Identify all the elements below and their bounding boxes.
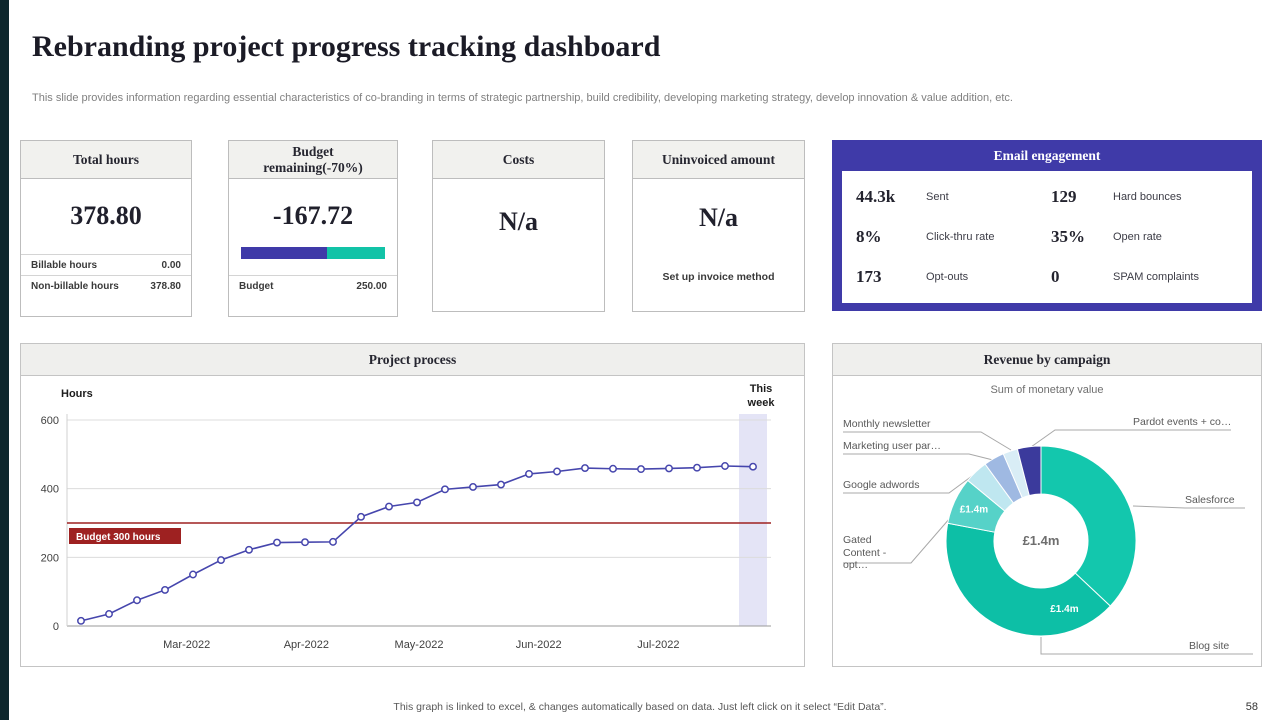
email-engagement-stats: 44.3k Sent 129 Hard bounces 8% Click-thr… [842, 171, 1252, 303]
page-subtitle: This slide provides information regardin… [32, 92, 1013, 104]
row-value: 0.00 [161, 260, 181, 271]
kpi-row-budget: Budget 250.00 [229, 275, 397, 296]
page-number: 58 [1245, 701, 1258, 713]
svg-text:400: 400 [41, 484, 59, 496]
kpi-budget-title: Budget remaining(-70%) [229, 141, 397, 179]
label-google-adwords: Google adwords [843, 479, 920, 491]
kpi-card-costs: Costs N/a [432, 140, 605, 312]
svg-text:200: 200 [41, 552, 59, 564]
kpi-budget-value: -167.72 [272, 201, 354, 230]
label-blog-site: Blog site [1189, 640, 1230, 652]
stat-spam-value: 0 [1051, 267, 1060, 286]
kpi-card-total-hours: Total hours 378.80 Billable hours 0.00 N… [20, 140, 192, 317]
donut-subtitle: Sum of monetary value [990, 384, 1104, 396]
stat-bounces-value: 129 [1051, 187, 1077, 206]
label-monthly-newsletter: Monthly newsletter [843, 418, 931, 430]
donut-callout-lines [843, 429, 1253, 655]
label-pardot-events: Pardot events + co… [1133, 416, 1232, 428]
email-engagement-panel: Email engagement 44.3k Sent 129 Hard bou… [832, 140, 1262, 311]
project-process-panel: Project process Hours This week 0 200 400 6… [20, 343, 805, 667]
svg-text:£1.4m: £1.4m [1050, 604, 1078, 615]
left-accent-strip [0, 0, 9, 720]
kpi-uninvoiced-value: N/a [699, 203, 738, 232]
project-process-title: Project process [21, 344, 804, 376]
budget-progress-bar [241, 247, 385, 259]
stat-openrate-value: 35% [1051, 227, 1085, 246]
y-axis-title: Hours [61, 388, 93, 400]
budget-bar-remaining [327, 247, 385, 259]
stat-bounces-label: Hard bounces [1113, 191, 1182, 203]
stat-clickthru-value: 8% [856, 227, 882, 246]
svg-text:May-2022: May-2022 [395, 639, 444, 651]
svg-text:£1.4m: £1.4m [1023, 533, 1060, 548]
stat-optouts-label: Opt-outs [926, 271, 969, 283]
stat-optouts-value: 173 [856, 267, 882, 286]
kpi-uninvoiced-title: Uninvoiced amount [633, 141, 804, 179]
setup-invoice-note[interactable]: Set up invoice method [662, 271, 775, 283]
label-marketing-user: Marketing user par… [843, 440, 942, 452]
svg-text:Budget 300 hours: Budget 300 hours [76, 532, 161, 543]
label-salesforce: Salesforce [1185, 494, 1235, 506]
this-week-annotation: This week [747, 383, 775, 410]
revenue-by-campaign-panel: Revenue by campaign Sum of monetary valu… [832, 343, 1262, 667]
row-label: Non-billable hours [31, 281, 119, 292]
row-value: 378.80 [150, 281, 181, 292]
svg-text:Mar-2022: Mar-2022 [163, 639, 210, 651]
stat-sent-label: Sent [926, 191, 949, 203]
kpi-card-budget-remaining: Budget remaining(-70%) -167.72 Budget 25… [228, 140, 398, 317]
svg-text:0: 0 [53, 621, 59, 633]
svg-text:£1.4m: £1.4m [960, 505, 988, 516]
stat-spam-label: SPAM complaints [1113, 271, 1199, 283]
stat-sent-value: 44.3k [856, 187, 896, 206]
revenue-by-campaign-title: Revenue by campaign [833, 344, 1261, 376]
row-value: 250.00 [356, 281, 387, 292]
kpi-row-nonbillable: Non-billable hours 378.80 [21, 275, 191, 296]
page-title: Rebranding project progress tracking das… [32, 30, 661, 63]
svg-text:Jun-2022: Jun-2022 [516, 639, 562, 651]
email-engagement-title: Email engagement [993, 148, 1101, 163]
svg-text:Jul-2022: Jul-2022 [637, 639, 679, 651]
kpi-total-hours-value: 378.80 [70, 201, 142, 230]
kpi-total-hours-title: Total hours [21, 141, 191, 179]
kpi-costs-value: N/a [499, 207, 538, 236]
budget-bar-spent [241, 247, 328, 259]
row-label: Billable hours [31, 260, 98, 271]
row-label: Budget [239, 281, 274, 292]
svg-text:Apr-2022: Apr-2022 [284, 639, 329, 651]
stat-clickthru-label: Click-thru rate [926, 231, 995, 243]
footer-note: This graph is linked to excel, & changes… [393, 701, 887, 713]
stat-openrate-label: Open rate [1113, 231, 1162, 243]
kpi-costs-title: Costs [433, 141, 604, 179]
revenue-donut-chart[interactable]: £1.4m £1.4m £1.4m [833, 376, 1261, 667]
label-gated-content: Gated Content - opt… [843, 534, 887, 572]
kpi-card-uninvoiced: Uninvoiced amount N/a Set up invoice met… [632, 140, 805, 312]
kpi-row-billable: Billable hours 0.00 [21, 254, 191, 275]
project-process-line-chart[interactable]: 0 200 400 600 Mar-2022 Apr-2022 May-2022 Jun-20… [21, 376, 804, 667]
svg-text:600: 600 [41, 415, 59, 427]
